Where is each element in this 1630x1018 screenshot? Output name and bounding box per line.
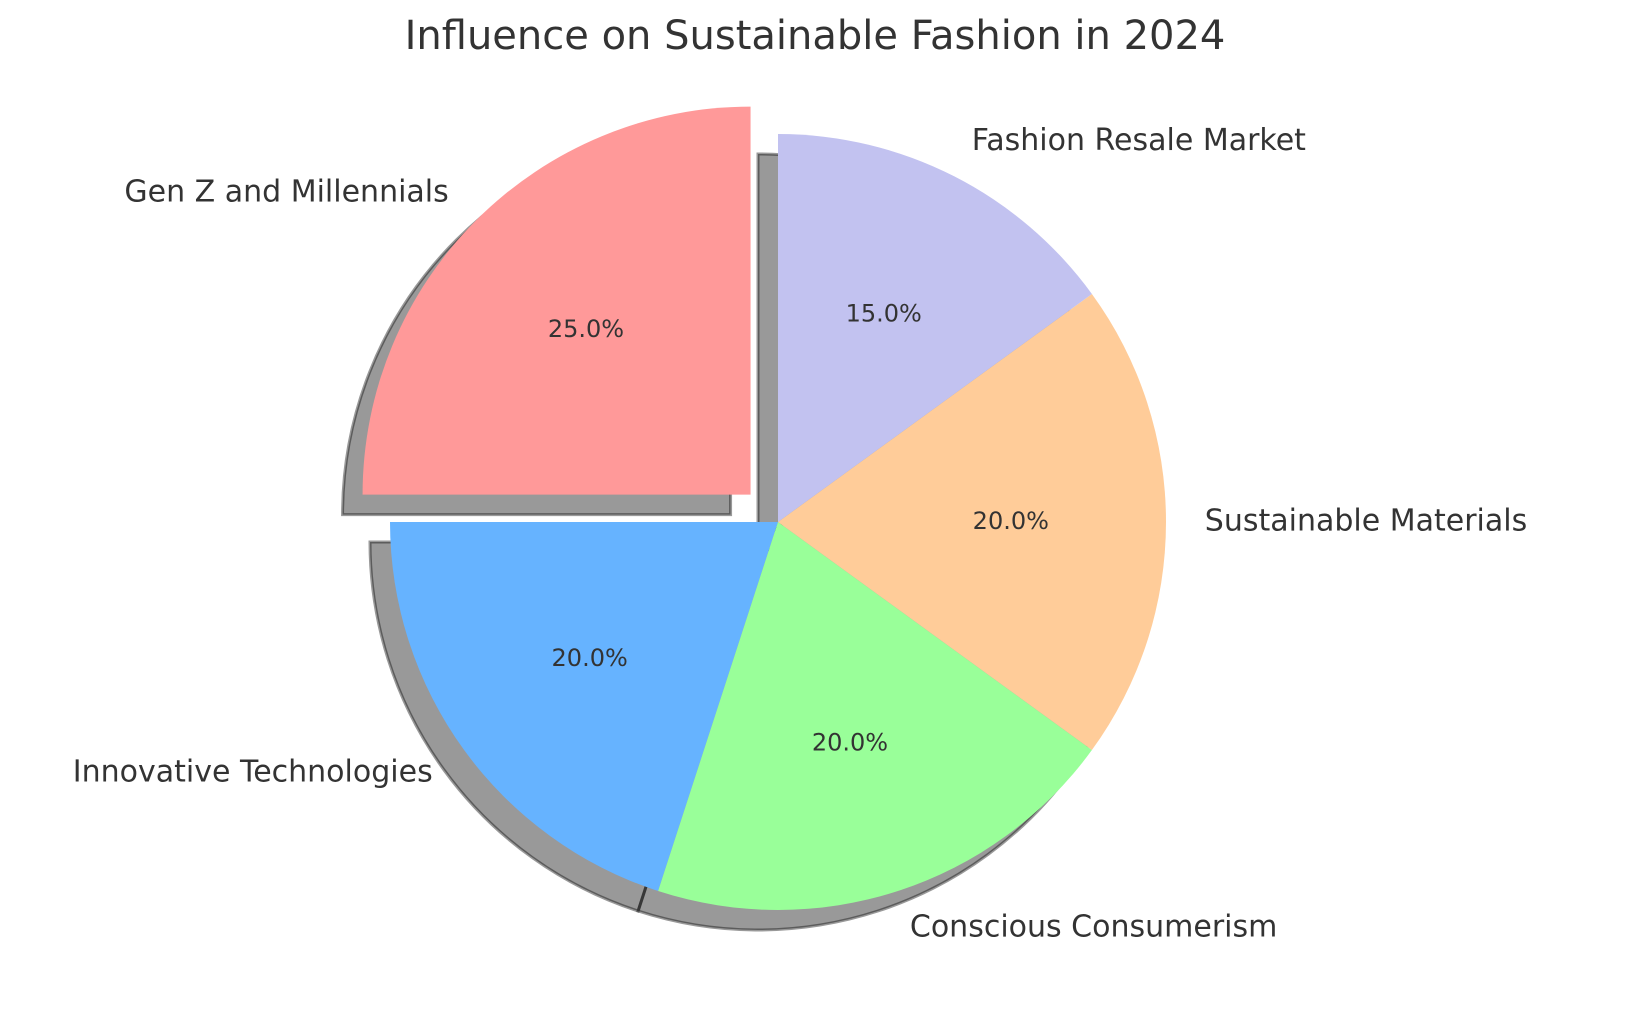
value-label: 15.0% xyxy=(846,300,922,328)
slice-label: Innovative Technologies xyxy=(73,754,433,789)
value-label: 20.0% xyxy=(552,644,628,672)
value-label: 20.0% xyxy=(973,507,1049,535)
slice-label: Conscious Consumerism xyxy=(910,909,1277,944)
value-label: 20.0% xyxy=(812,728,888,756)
labels: Gen Z and Millennials 25.0% Innovative Tec… xyxy=(73,123,1527,944)
slices xyxy=(362,106,1166,910)
slice xyxy=(362,106,751,495)
slice-label: Fashion Resale Market xyxy=(972,123,1306,158)
value-label: 25.0% xyxy=(548,315,624,343)
slice xyxy=(390,522,778,892)
slice-label: Gen Z and Millennials xyxy=(124,174,448,209)
slice xyxy=(778,293,1166,751)
slice xyxy=(658,522,1092,910)
slice xyxy=(778,133,1092,522)
slice-label: Sustainable Materials xyxy=(1205,504,1527,539)
chart-title: Influence on Sustainable Fashion in 2024 xyxy=(405,13,1226,59)
